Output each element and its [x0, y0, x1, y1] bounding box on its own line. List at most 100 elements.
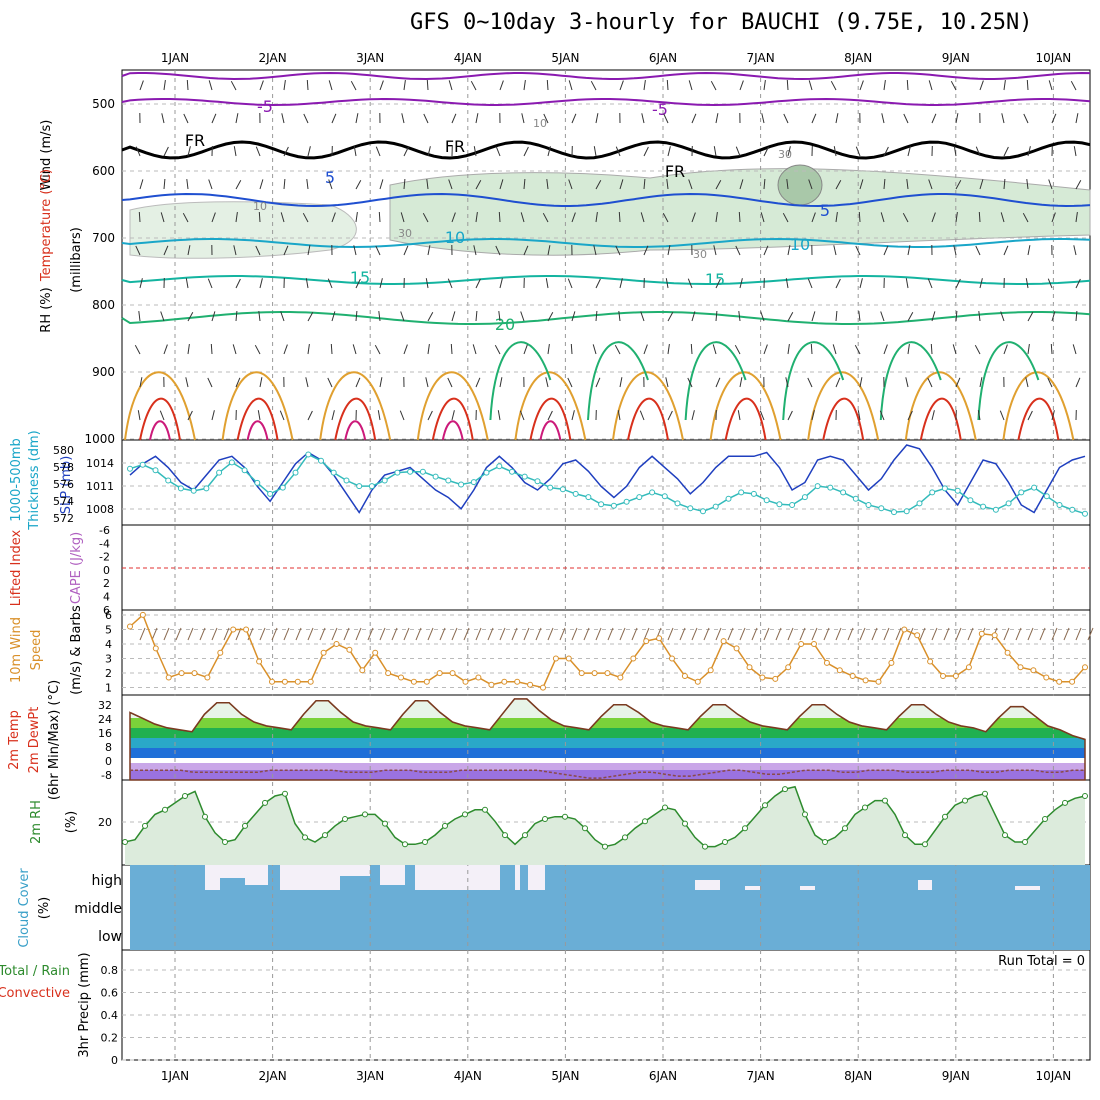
wind-speed-line-point	[772, 675, 779, 682]
wind-barb	[715, 212, 718, 223]
wind-barb	[952, 344, 957, 355]
wind-speed-line-point	[823, 659, 830, 666]
upper-tick-label: 900	[92, 365, 115, 379]
wind-barb	[571, 410, 575, 421]
wind-barb	[521, 113, 525, 124]
diurnal-rh-contour	[879, 341, 942, 421]
wind-barb	[979, 80, 984, 91]
thickness-line-point	[1043, 493, 1050, 500]
wind-barb	[979, 278, 983, 289]
wind-barb	[907, 410, 913, 421]
wind-barb	[907, 312, 914, 322]
wind-barb	[545, 377, 549, 388]
wind-speed-line-point	[320, 649, 327, 656]
wind-barb-10m	[931, 627, 938, 641]
wind-barb	[378, 211, 381, 223]
upper-ylabel-wind: Wind (m/s)	[39, 120, 54, 191]
wind-barb	[233, 245, 237, 256]
wind-speed-line-point	[514, 678, 521, 685]
wind-ylabel-b: Speed	[29, 630, 44, 671]
wind-speed-line-point	[1082, 664, 1088, 671]
wind-barb	[307, 146, 311, 157]
rh-point	[562, 813, 568, 820]
wind-barb-10m	[439, 627, 446, 641]
wind-barb	[590, 80, 597, 91]
wind-barb	[858, 311, 861, 322]
date-label-top: 9JAN	[942, 51, 970, 65]
wind-barb	[618, 311, 621, 322]
wind-speed-line-point	[1043, 674, 1050, 681]
wind-barb-10m	[1087, 627, 1094, 641]
wind-barb-10m	[607, 627, 614, 641]
wind-speed-line-point	[952, 673, 959, 679]
wind-barb	[883, 344, 888, 355]
wind-barb	[1025, 278, 1029, 289]
rh-point	[202, 813, 208, 820]
rh-area	[125, 786, 1085, 865]
date-label-bottom: 3JAN	[356, 1069, 384, 1083]
wind-barb-10m	[211, 627, 218, 641]
wind-barb	[542, 212, 549, 223]
cloud-ylabel-b: (%)	[37, 897, 52, 920]
wind-speed-line-point	[643, 638, 650, 645]
wind-barb	[1075, 212, 1078, 223]
pressure-ylabel-thickness-b: Thickness (dm)	[27, 430, 42, 530]
wind-barb-10m	[943, 627, 950, 641]
wind-barb	[1072, 344, 1077, 355]
wind-barb-10m	[187, 627, 194, 641]
wind-barb	[905, 278, 909, 289]
wind-barb	[207, 377, 213, 388]
wind-barb	[595, 180, 602, 190]
wind-speed-line-point	[540, 684, 546, 691]
wind-barb	[663, 113, 669, 124]
diurnal-temp-contour	[139, 397, 181, 441]
wind-barb	[447, 377, 453, 388]
wind-barb	[1051, 410, 1055, 421]
wind-barb	[857, 410, 861, 421]
diurnal-temp-contour	[627, 397, 669, 441]
wind-speed-line-point	[759, 674, 766, 681]
cloud-clear-gap	[280, 865, 340, 890]
wind-barb	[1003, 344, 1008, 355]
wind-barb	[738, 311, 741, 322]
wind-barb	[235, 310, 238, 322]
wind-tick: 2	[105, 667, 112, 680]
wind-barb	[403, 178, 406, 190]
temp-color-band	[130, 748, 1085, 758]
thickness-line-point	[598, 501, 605, 508]
diurnal-temp-contour	[441, 420, 464, 441]
wind-barb	[451, 311, 456, 322]
wind-barb	[619, 377, 623, 388]
rh-point	[1002, 832, 1008, 839]
rh-point	[402, 841, 408, 848]
wind-barb	[808, 179, 813, 190]
wind-barb	[643, 344, 648, 355]
thickness-line-point	[891, 509, 897, 516]
wind-barb-10m	[223, 627, 230, 641]
wind-speed-line-point	[888, 659, 895, 666]
contour-label: 30	[693, 248, 707, 261]
wind-barb-10m	[475, 627, 482, 641]
thickness-line-point	[814, 483, 821, 490]
isotherm-20	[121, 311, 1091, 325]
wind-barb-10m	[583, 627, 590, 641]
rh-point	[842, 825, 848, 832]
wind-barb	[163, 245, 169, 256]
wind-barb	[258, 211, 261, 223]
wind-barb	[1026, 79, 1029, 91]
wind-barb	[475, 212, 478, 223]
wind-barb	[327, 278, 333, 289]
wind-speed-line-point	[423, 678, 430, 685]
wind-barb	[787, 344, 790, 355]
wind-barb	[451, 113, 457, 124]
wind-barb	[955, 180, 962, 190]
wind-barb	[235, 113, 239, 124]
wind-speed-line-point	[165, 674, 172, 681]
wind-barb	[1073, 245, 1077, 256]
wind-speed-line-point	[372, 649, 379, 656]
precip-ylabel: 3hr Precip (mm)	[77, 952, 92, 1057]
thickness-line-point	[305, 451, 312, 458]
wind-barb	[137, 410, 141, 421]
temp-color-band	[130, 770, 1085, 780]
wind-barb	[715, 377, 721, 388]
